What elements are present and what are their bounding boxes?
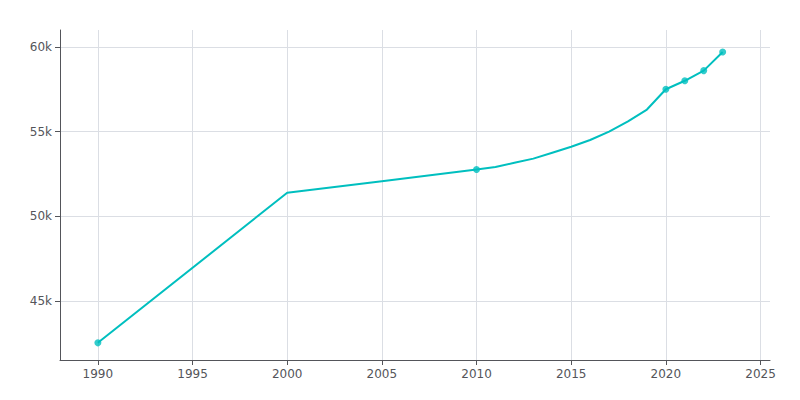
svg-text:2025: 2025 xyxy=(745,367,776,381)
svg-text:2015: 2015 xyxy=(556,367,587,381)
svg-text:2020: 2020 xyxy=(651,367,682,381)
svg-text:1995: 1995 xyxy=(177,367,208,381)
svg-text:60k: 60k xyxy=(30,40,52,54)
svg-text:2000: 2000 xyxy=(272,367,303,381)
svg-text:50k: 50k xyxy=(30,209,52,223)
svg-text:2010: 2010 xyxy=(461,367,492,381)
svg-text:45k: 45k xyxy=(30,294,52,308)
svg-text:2005: 2005 xyxy=(367,367,398,381)
svg-text:55k: 55k xyxy=(30,125,52,139)
svg-text:1990: 1990 xyxy=(83,367,114,381)
